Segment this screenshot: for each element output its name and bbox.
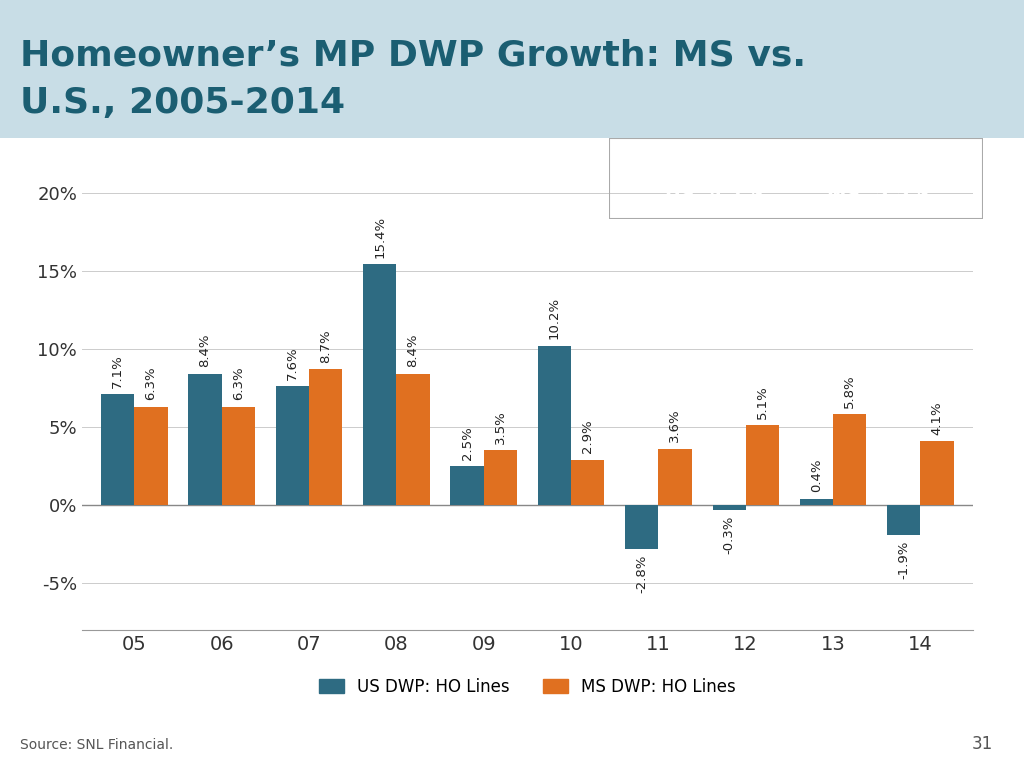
Bar xyxy=(626,505,658,548)
Text: 15.4%: 15.4% xyxy=(374,216,386,258)
Text: US: 4.7%: US: 4.7% xyxy=(665,185,763,204)
Bar xyxy=(658,449,691,505)
Bar xyxy=(921,441,953,505)
Text: 31: 31 xyxy=(972,735,993,753)
Bar xyxy=(745,425,779,505)
Text: 8.4%: 8.4% xyxy=(407,334,420,367)
Text: 7.1%: 7.1% xyxy=(112,354,124,388)
Text: 8.4%: 8.4% xyxy=(199,334,212,367)
Text: 6.3%: 6.3% xyxy=(231,366,245,400)
Text: 5.8%: 5.8% xyxy=(843,375,856,408)
Text: -1.9%: -1.9% xyxy=(897,541,910,579)
Text: 8.7%: 8.7% xyxy=(319,329,332,362)
Text: 3.5%: 3.5% xyxy=(494,410,507,444)
Text: 7.6%: 7.6% xyxy=(286,346,299,380)
Text: -0.3%: -0.3% xyxy=(723,516,735,554)
Bar xyxy=(571,459,604,505)
Bar xyxy=(364,264,396,505)
Text: MS: 5.5%: MS: 5.5% xyxy=(827,185,930,204)
Bar xyxy=(800,498,834,505)
Bar xyxy=(134,406,168,505)
Text: -2.8%: -2.8% xyxy=(635,554,648,593)
Text: Source: SNL Financial.: Source: SNL Financial. xyxy=(20,738,174,752)
Text: U.S., 2005-2014: U.S., 2005-2014 xyxy=(20,86,346,120)
Text: Homeowner’s MP DWP Growth: MS vs.: Homeowner’s MP DWP Growth: MS vs. xyxy=(20,38,807,73)
Bar xyxy=(309,369,342,505)
Bar xyxy=(834,414,866,505)
Text: 3.6%: 3.6% xyxy=(669,409,681,442)
Bar xyxy=(713,505,745,509)
Text: 10.2%: 10.2% xyxy=(548,297,561,339)
Text: 4.1%: 4.1% xyxy=(931,401,943,435)
Bar xyxy=(887,505,921,535)
Text: 6.3%: 6.3% xyxy=(144,366,158,400)
Bar xyxy=(538,346,571,505)
Text: 0.4%: 0.4% xyxy=(810,458,823,492)
Bar xyxy=(188,374,221,505)
Bar xyxy=(101,394,134,505)
Bar xyxy=(396,374,429,505)
Text: 2.5%: 2.5% xyxy=(461,425,473,459)
Text: 5.1%: 5.1% xyxy=(756,386,769,419)
Bar xyxy=(275,386,309,505)
Legend: US DWP: HO Lines, MS DWP: HO Lines: US DWP: HO Lines, MS DWP: HO Lines xyxy=(312,671,742,703)
Bar xyxy=(221,406,255,505)
Text: 2.9%: 2.9% xyxy=(582,420,594,453)
Bar xyxy=(483,450,517,505)
Bar xyxy=(451,466,483,505)
Text: Average 2005-2014: Average 2005-2014 xyxy=(697,153,895,170)
